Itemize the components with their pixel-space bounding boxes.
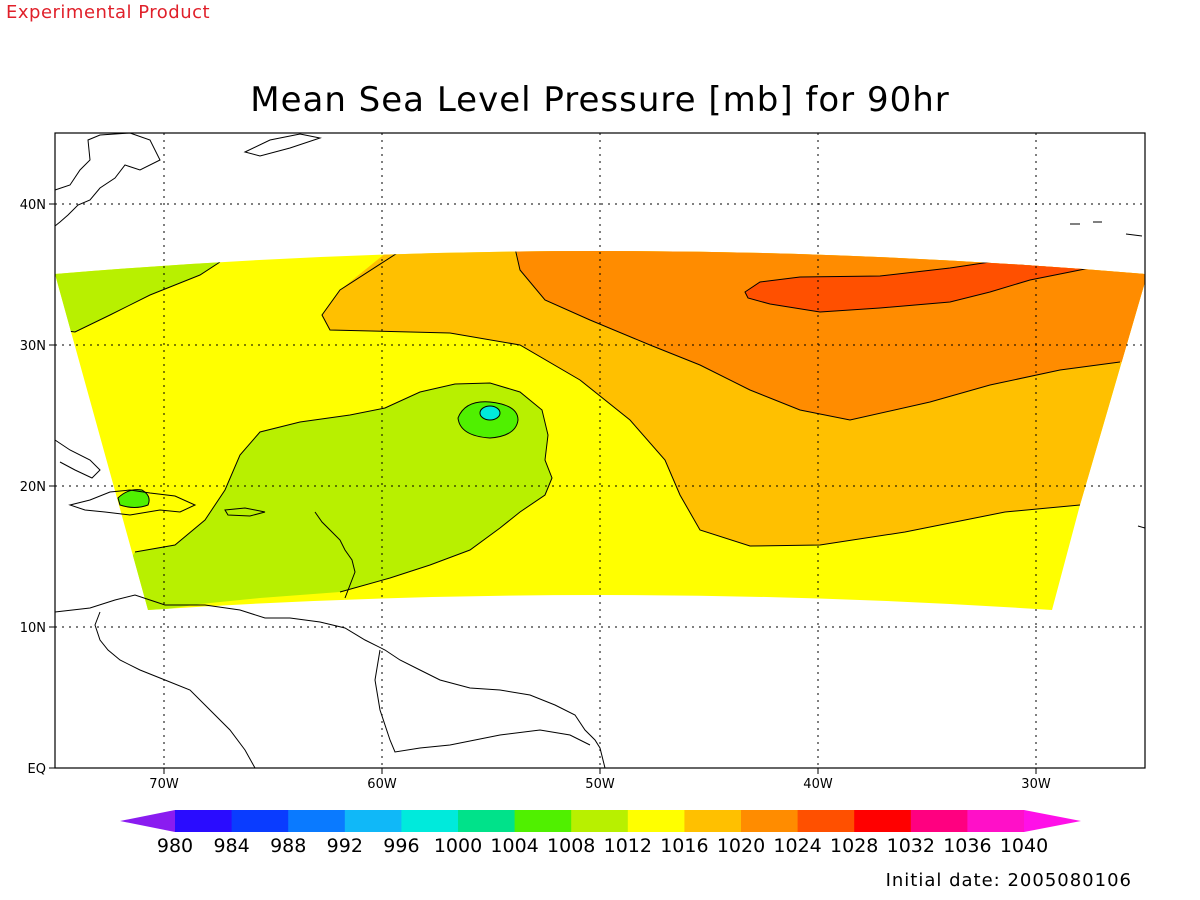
colorbar-label: 1024 [773, 835, 821, 857]
lon-label-40w: 40W [803, 777, 833, 792]
lat-label-eq: EQ [28, 762, 46, 777]
colorbar-swatch [967, 810, 1025, 832]
grid [55, 133, 1145, 768]
colorbar-swatch [344, 810, 402, 832]
colorbar-swatch [514, 810, 572, 832]
coast-south-america-inner [94, 611, 256, 769]
pressure-field [55, 251, 1145, 610]
colorbar-label: 1036 [943, 835, 991, 857]
isobar-1016 [321, 251, 1081, 547]
coastlines [54, 132, 1146, 769]
isobars [59, 251, 1121, 593]
tick-marks [49, 203, 1037, 774]
lat-label-10n: 10N [20, 621, 46, 636]
isobar-1004 [457, 401, 519, 439]
coast-north-america [54, 132, 161, 227]
colorbar-label: 1040 [1000, 835, 1048, 857]
colorbar-label: 992 [327, 835, 363, 857]
field-1000-low [480, 406, 500, 420]
colorbar-arrow-high [1024, 810, 1081, 832]
coast-nova-scotia [243, 133, 322, 157]
colorbar-swatch [684, 810, 742, 832]
colorbar-swatch [401, 810, 459, 832]
initial-date-label: Initial date: 2005080106 [885, 870, 1132, 891]
isobar-1008-central [134, 382, 553, 593]
lon-labels: 70W 60W 50W 40W 30W [149, 777, 1051, 792]
coast-puerto-rico [224, 507, 266, 517]
isobar-1024 [744, 261, 1091, 313]
coast-cuba [54, 439, 101, 479]
colorbar-label: 984 [213, 835, 249, 857]
experimental-product-label: Experimental Product [6, 2, 211, 23]
colorbar-arrow-low [120, 810, 175, 832]
lon-label-70w: 70W [149, 777, 179, 792]
colorbar-swatch [175, 810, 233, 832]
colorbar-swatch [854, 810, 912, 832]
field-1008-region-west [55, 262, 220, 332]
field-1004-hispaniola [118, 489, 150, 508]
colorbar-swatch [627, 810, 685, 832]
colorbar-label: 1028 [830, 835, 878, 857]
colorbar-label: 996 [383, 835, 419, 857]
field-1020-region [515, 251, 1145, 420]
lat-labels: 40N 30N 20N 10N EQ [20, 198, 46, 777]
colorbar-swatch [288, 810, 346, 832]
lat-label-30n: 30N [20, 339, 46, 354]
colorbar-label: 1004 [490, 835, 538, 857]
coast-lesser-antilles [314, 511, 356, 599]
isobar-1008-west [59, 261, 221, 333]
coast-hispaniola [68, 489, 197, 516]
colorbar-label: 1032 [887, 835, 935, 857]
colorbar-swatch [571, 810, 629, 832]
isobar-1020 [514, 251, 1121, 421]
coast-south-america [54, 594, 606, 769]
colorbar-label: 1008 [547, 835, 595, 857]
colorbar-label: 1000 [434, 835, 482, 857]
field-1008-region-central [130, 383, 552, 610]
colorbar-swatch [741, 810, 799, 832]
colorbar-swatch [231, 810, 289, 832]
isobar-1000 [479, 405, 501, 421]
colorbar-label: 980 [157, 835, 193, 857]
lon-label-30w: 30W [1021, 777, 1051, 792]
isobar-1004-hispaniola [117, 489, 150, 508]
colorbar: 980 984 988 992 996 1000 1004 1008 1012 1016 1020 1… [120, 810, 1081, 857]
coast-east-atlantic-islands [1070, 221, 1146, 529]
colorbar-label: 1012 [604, 835, 652, 857]
colorbar-label: 1020 [717, 835, 765, 857]
lon-label-60w: 60W [367, 777, 397, 792]
lat-label-40n: 40N [20, 198, 46, 213]
colorbar-label: 988 [270, 835, 306, 857]
colorbar-label: 1016 [660, 835, 708, 857]
colorbar-swatch [458, 810, 516, 832]
coast-amazon-region [374, 649, 591, 753]
lat-label-20n: 20N [20, 480, 46, 495]
chart-title: Mean Sea Level Pressure [mb] for 90hr [250, 80, 950, 120]
field-1024-region [745, 262, 1090, 312]
lon-label-50w: 50W [585, 777, 615, 792]
colorbar-swatch [797, 810, 855, 832]
colorbar-swatch [910, 810, 968, 832]
